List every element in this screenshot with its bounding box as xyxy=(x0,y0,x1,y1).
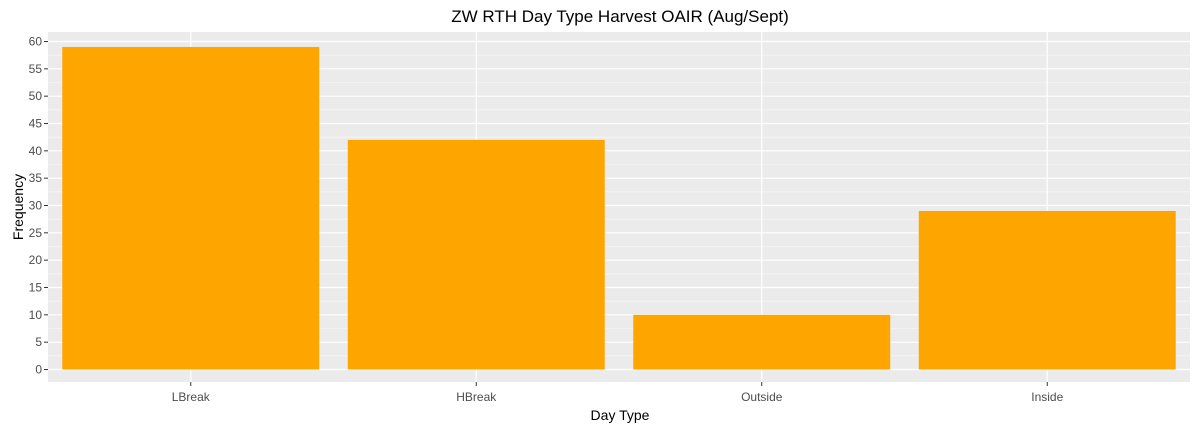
bar-lbreak xyxy=(62,46,320,370)
x-tick-label: LBreak xyxy=(172,390,211,404)
y-tick-label: 35 xyxy=(29,171,43,185)
y-tick-label: 25 xyxy=(29,226,43,240)
y-axis-title: Frequency xyxy=(10,174,26,240)
bar-outside xyxy=(633,314,891,370)
x-tick-label: Inside xyxy=(1031,390,1063,404)
y-tick-label: 40 xyxy=(29,144,43,158)
y-tick-label: 15 xyxy=(29,281,43,295)
y-tick-label: 50 xyxy=(29,89,43,103)
x-axis-title: Day Type xyxy=(591,407,650,423)
y-tick-label: 5 xyxy=(35,335,42,349)
y-tick-label: 0 xyxy=(35,363,42,377)
y-tick-label: 45 xyxy=(29,117,43,131)
y-tick-label: 55 xyxy=(29,62,43,76)
y-tick-label: 60 xyxy=(29,35,43,49)
y-tick-label: 10 xyxy=(29,308,43,322)
x-tick-label: HBreak xyxy=(456,390,497,404)
bar-hbreak xyxy=(347,139,605,370)
x-axis: LBreak HBreak Outside Inside xyxy=(172,382,1064,404)
bars xyxy=(62,46,1176,370)
y-axis: 0 5 10 15 20 25 30 35 40 45 50 55 60 xyxy=(29,35,48,377)
x-tick-label: Outside xyxy=(741,390,783,404)
y-tick-label: 30 xyxy=(29,199,43,213)
chart-title: ZW RTH Day Type Harvest OAIR (Aug/Sept) xyxy=(451,7,789,26)
bar-inside xyxy=(918,210,1176,370)
y-tick-label: 20 xyxy=(29,253,43,267)
